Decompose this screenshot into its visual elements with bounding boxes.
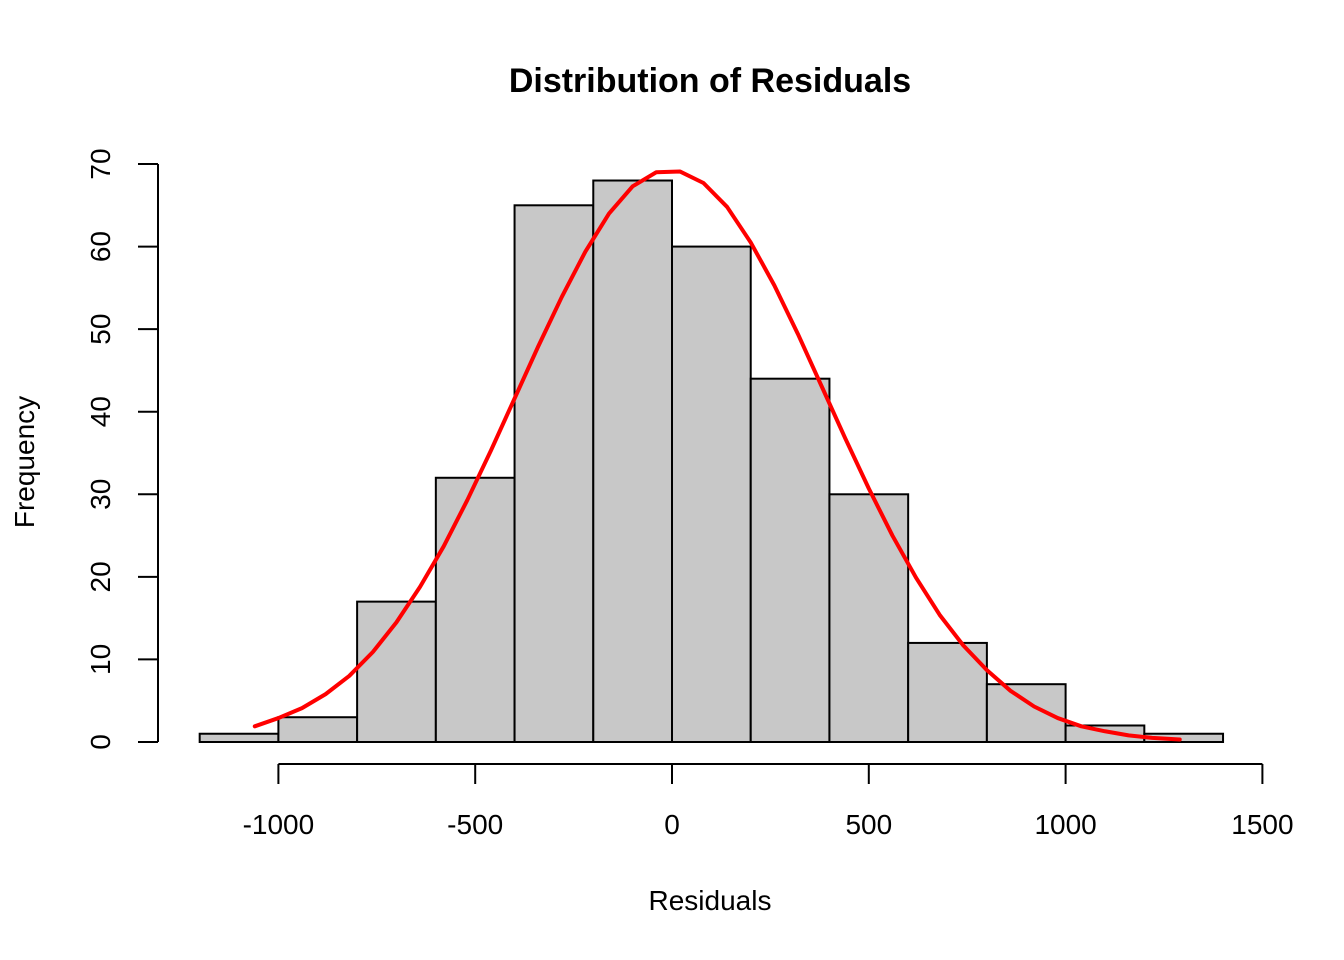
density-curve (252, 169, 1182, 742)
x-axis: -1000 -500 0 500 1000 1500 (243, 763, 1294, 840)
y-tick-label: 70 (85, 148, 116, 179)
bars-group (198, 179, 1225, 744)
x-axis-label: Residuals (649, 885, 772, 916)
y-tick-label: 40 (85, 396, 116, 427)
histogram-bar-11 (1064, 724, 1146, 743)
y-tick-label: 60 (85, 231, 116, 262)
y-axis-label: Frequency (9, 396, 40, 528)
histogram-bar-0 (198, 732, 280, 743)
y-tick-label: 10 (85, 644, 116, 675)
y-tick-label: 0 (85, 734, 116, 750)
x-tick-label: -500 (447, 809, 503, 840)
y-axis: 0 10 20 30 40 50 60 70 (85, 148, 159, 750)
chart-title: Distribution of Residuals (509, 62, 911, 100)
y-tick-label: 50 (85, 314, 116, 345)
x-tick-label: 1500 (1231, 809, 1293, 840)
x-tick-label: 1000 (1034, 809, 1096, 840)
histogram-bar-8 (828, 493, 910, 744)
histogram-bar-7 (749, 377, 831, 743)
histogram-bar-4 (513, 204, 595, 744)
histogram-bar-6 (671, 245, 752, 744)
histogram-bar-10 (985, 683, 1067, 744)
histogram-bar-9 (907, 641, 988, 743)
histogram-bar-1 (277, 716, 359, 743)
y-tick-label: 20 (85, 561, 116, 592)
histogram-bar-5 (592, 179, 674, 743)
y-tick-label: 30 (85, 479, 116, 510)
x-tick-label: 500 (845, 809, 892, 840)
histogram-bar-3 (434, 476, 516, 743)
density-curve-group (252, 169, 1182, 742)
x-tick-label: 0 (664, 809, 680, 840)
x-tick-label: -1000 (243, 809, 315, 840)
